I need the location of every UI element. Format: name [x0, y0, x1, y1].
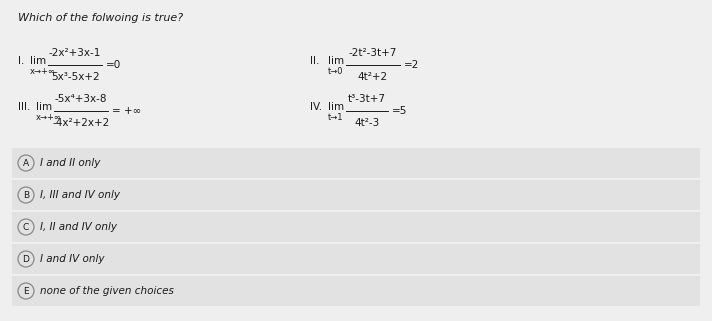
- Text: =5: =5: [392, 106, 407, 116]
- Text: D: D: [23, 255, 29, 264]
- Text: t³-3t+7: t³-3t+7: [348, 94, 386, 104]
- Text: t→0: t→0: [328, 67, 343, 76]
- Text: -2x²+3x-1: -2x²+3x-1: [49, 48, 101, 58]
- Text: t→1: t→1: [328, 114, 343, 123]
- Text: 4t²-3: 4t²-3: [355, 118, 379, 128]
- FancyBboxPatch shape: [12, 244, 700, 274]
- Text: lim: lim: [328, 102, 344, 112]
- FancyBboxPatch shape: [12, 148, 700, 178]
- Text: =0: =0: [106, 60, 121, 70]
- FancyBboxPatch shape: [12, 212, 700, 242]
- Text: 5x³-5x+2: 5x³-5x+2: [51, 72, 99, 82]
- Text: E: E: [23, 287, 28, 296]
- Text: -5x⁴+3x-8: -5x⁴+3x-8: [55, 94, 108, 104]
- Text: none of the given choices: none of the given choices: [40, 286, 174, 296]
- Text: 4t²+2: 4t²+2: [358, 72, 388, 82]
- Text: =2: =2: [404, 60, 419, 70]
- Text: lim: lim: [328, 56, 344, 66]
- Text: A: A: [23, 159, 29, 168]
- Text: = +∞: = +∞: [112, 106, 141, 116]
- Text: -4x²+2x+2: -4x²+2x+2: [53, 118, 110, 128]
- Text: Which of the folwoing is true?: Which of the folwoing is true?: [18, 13, 183, 23]
- Text: lim: lim: [30, 56, 46, 66]
- Text: III.: III.: [18, 102, 31, 112]
- Text: B: B: [23, 190, 29, 199]
- Text: I, III and IV only: I, III and IV only: [40, 190, 120, 200]
- Text: I.: I.: [18, 56, 24, 66]
- Text: x→+∞: x→+∞: [36, 114, 62, 123]
- Text: I and IV only: I and IV only: [40, 254, 105, 264]
- Text: lim: lim: [36, 102, 52, 112]
- Text: x→+∞: x→+∞: [30, 67, 56, 76]
- Text: I and II only: I and II only: [40, 158, 100, 168]
- FancyBboxPatch shape: [12, 180, 700, 210]
- Text: II.: II.: [310, 56, 320, 66]
- Text: IV.: IV.: [310, 102, 322, 112]
- Text: I, II and IV only: I, II and IV only: [40, 222, 117, 232]
- FancyBboxPatch shape: [12, 276, 700, 306]
- Text: -2t²-3t+7: -2t²-3t+7: [349, 48, 397, 58]
- Text: C: C: [23, 222, 29, 231]
